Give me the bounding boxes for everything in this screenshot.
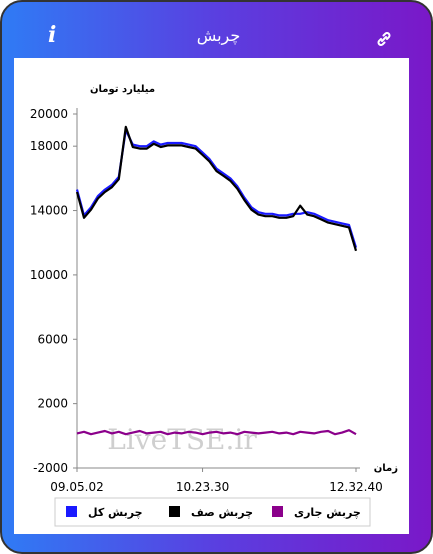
header: i چربش xyxy=(2,20,433,56)
link-icon[interactable] xyxy=(375,30,393,48)
y-tick-label: 20000 xyxy=(30,107,68,121)
y-tick-label: 6000 xyxy=(37,332,68,346)
legend-swatch xyxy=(272,506,283,517)
series-line xyxy=(76,429,357,436)
watermark: LiveTSE.ir xyxy=(107,423,257,456)
x-tick-label: 12.32.40 xyxy=(329,480,382,494)
legend-label: چربش جاری xyxy=(294,506,361,519)
legend-swatch xyxy=(66,506,77,517)
y-tick-label: 14000 xyxy=(30,204,68,218)
chart-panel xyxy=(14,58,409,534)
x-tick-label: 10.23.30 xyxy=(176,480,229,494)
y-tick-label: -2000 xyxy=(33,461,68,475)
legend-swatch xyxy=(169,506,180,517)
x-axis-label: زمان xyxy=(374,463,398,474)
legend-box xyxy=(54,497,371,527)
y-axis-label: میلیارد تومان xyxy=(90,84,155,95)
series-line xyxy=(75,129,358,248)
legend-label: چربش صف xyxy=(191,506,253,519)
x-tick-label: 09.05.02 xyxy=(50,480,103,494)
y-tick-label: 18000 xyxy=(30,139,68,153)
series-line xyxy=(75,125,358,252)
info-button[interactable]: i xyxy=(48,22,57,48)
legend-label: چربش کل xyxy=(88,506,143,519)
page-title: چربش xyxy=(196,26,241,45)
y-tick-label: 2000 xyxy=(37,397,68,411)
y-tick-label: 10000 xyxy=(30,268,68,282)
